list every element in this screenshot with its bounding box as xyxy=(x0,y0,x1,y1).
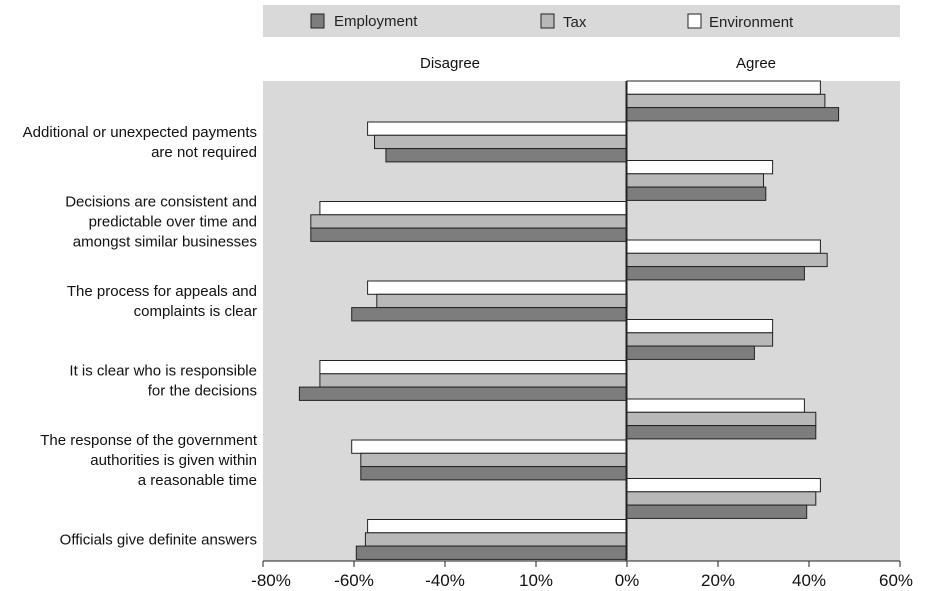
bars xyxy=(298,80,840,560)
x-tick-label: -40% xyxy=(425,571,465,590)
bar-agree-employment xyxy=(626,266,805,281)
legend-swatch-employment xyxy=(310,13,325,29)
x-tick-label: 10% xyxy=(519,571,553,590)
bar-disagree-environment xyxy=(319,360,628,375)
bar-agree-tax xyxy=(626,173,764,188)
bar-disagree-environment xyxy=(351,439,628,454)
bar-agree-tax xyxy=(626,93,826,109)
legend-background xyxy=(263,5,900,37)
category-label: authorities is given within xyxy=(90,452,257,469)
category-label: Officials give definite answers xyxy=(60,532,257,549)
x-tick-label: 40% xyxy=(792,571,826,590)
x-tick-label: 20% xyxy=(701,571,735,590)
category-label: The response of the government xyxy=(40,432,258,449)
bar-agree-tax xyxy=(626,252,828,268)
bar-disagree-environment xyxy=(367,280,628,295)
side-label-agree: Agree xyxy=(736,55,776,72)
bar-disagree-tax xyxy=(319,373,628,388)
category-label: are not required xyxy=(151,144,257,161)
category-label: Additional or unexpected payments xyxy=(23,124,257,141)
bar-disagree-tax xyxy=(360,452,628,468)
legend-label-employment: Employment xyxy=(334,13,418,30)
bar-agree-environment xyxy=(626,398,805,413)
category-label: The process for appeals and xyxy=(67,283,257,300)
bar-agree-tax xyxy=(626,332,774,347)
x-tick-label: 60% xyxy=(879,571,913,590)
bar-agree-environment xyxy=(626,478,821,493)
category-label: a reasonable time xyxy=(138,472,257,489)
bar-agree-tax xyxy=(626,411,817,427)
category-label: Decisions are consistent and xyxy=(65,193,257,210)
bar-agree-employment xyxy=(626,107,840,122)
bar-disagree-environment xyxy=(367,121,628,136)
bar-disagree-environment xyxy=(319,201,628,216)
bar-disagree-employment xyxy=(360,466,628,481)
bar-disagree-tax xyxy=(376,293,628,309)
x-tick-label: -60% xyxy=(334,571,374,590)
legend: Employment Tax Environment xyxy=(310,13,794,31)
bar-disagree-environment xyxy=(367,519,628,534)
bar-agree-employment xyxy=(626,186,767,201)
bar-disagree-tax xyxy=(364,532,628,547)
bar-disagree-employment xyxy=(351,307,628,322)
category-labels: Additional or unexpected payments are not… xyxy=(23,124,258,549)
x-tick-label: 0% xyxy=(615,571,640,590)
bar-agree-employment xyxy=(626,345,755,360)
bar-disagree-employment xyxy=(298,386,628,401)
bar-agree-environment xyxy=(626,80,821,95)
x-axis-ticks: -80% -60% -40% 10% 0% 20% 40% 60% xyxy=(251,561,913,590)
bar-disagree-employment xyxy=(355,545,628,560)
category-label: complaints is clear xyxy=(134,303,257,320)
bar-disagree-employment xyxy=(385,148,628,163)
x-tick-label: -80% xyxy=(251,571,291,590)
bar-agree-environment xyxy=(626,160,774,175)
category-label: It is clear who is responsible xyxy=(69,362,257,379)
category-label: predictable over time and xyxy=(89,213,257,230)
bar-agree-employment xyxy=(626,504,808,519)
category-label: amongst similar businesses xyxy=(73,233,257,250)
legend-label-tax: Tax xyxy=(563,14,587,31)
bar-agree-employment xyxy=(626,425,817,440)
side-label-disagree: Disagree xyxy=(420,55,480,72)
category-label: for the decisions xyxy=(148,382,257,399)
legend-swatch-tax xyxy=(540,13,555,29)
bar-agree-environment xyxy=(626,319,774,334)
bar-agree-tax xyxy=(626,491,817,506)
bar-disagree-tax xyxy=(310,214,628,229)
bar-disagree-tax xyxy=(374,134,628,150)
legend-swatch-environment xyxy=(687,13,702,29)
bar-disagree-employment xyxy=(310,227,628,242)
bar-agree-environment xyxy=(626,239,821,254)
legend-label-environment: Environment xyxy=(709,14,794,31)
